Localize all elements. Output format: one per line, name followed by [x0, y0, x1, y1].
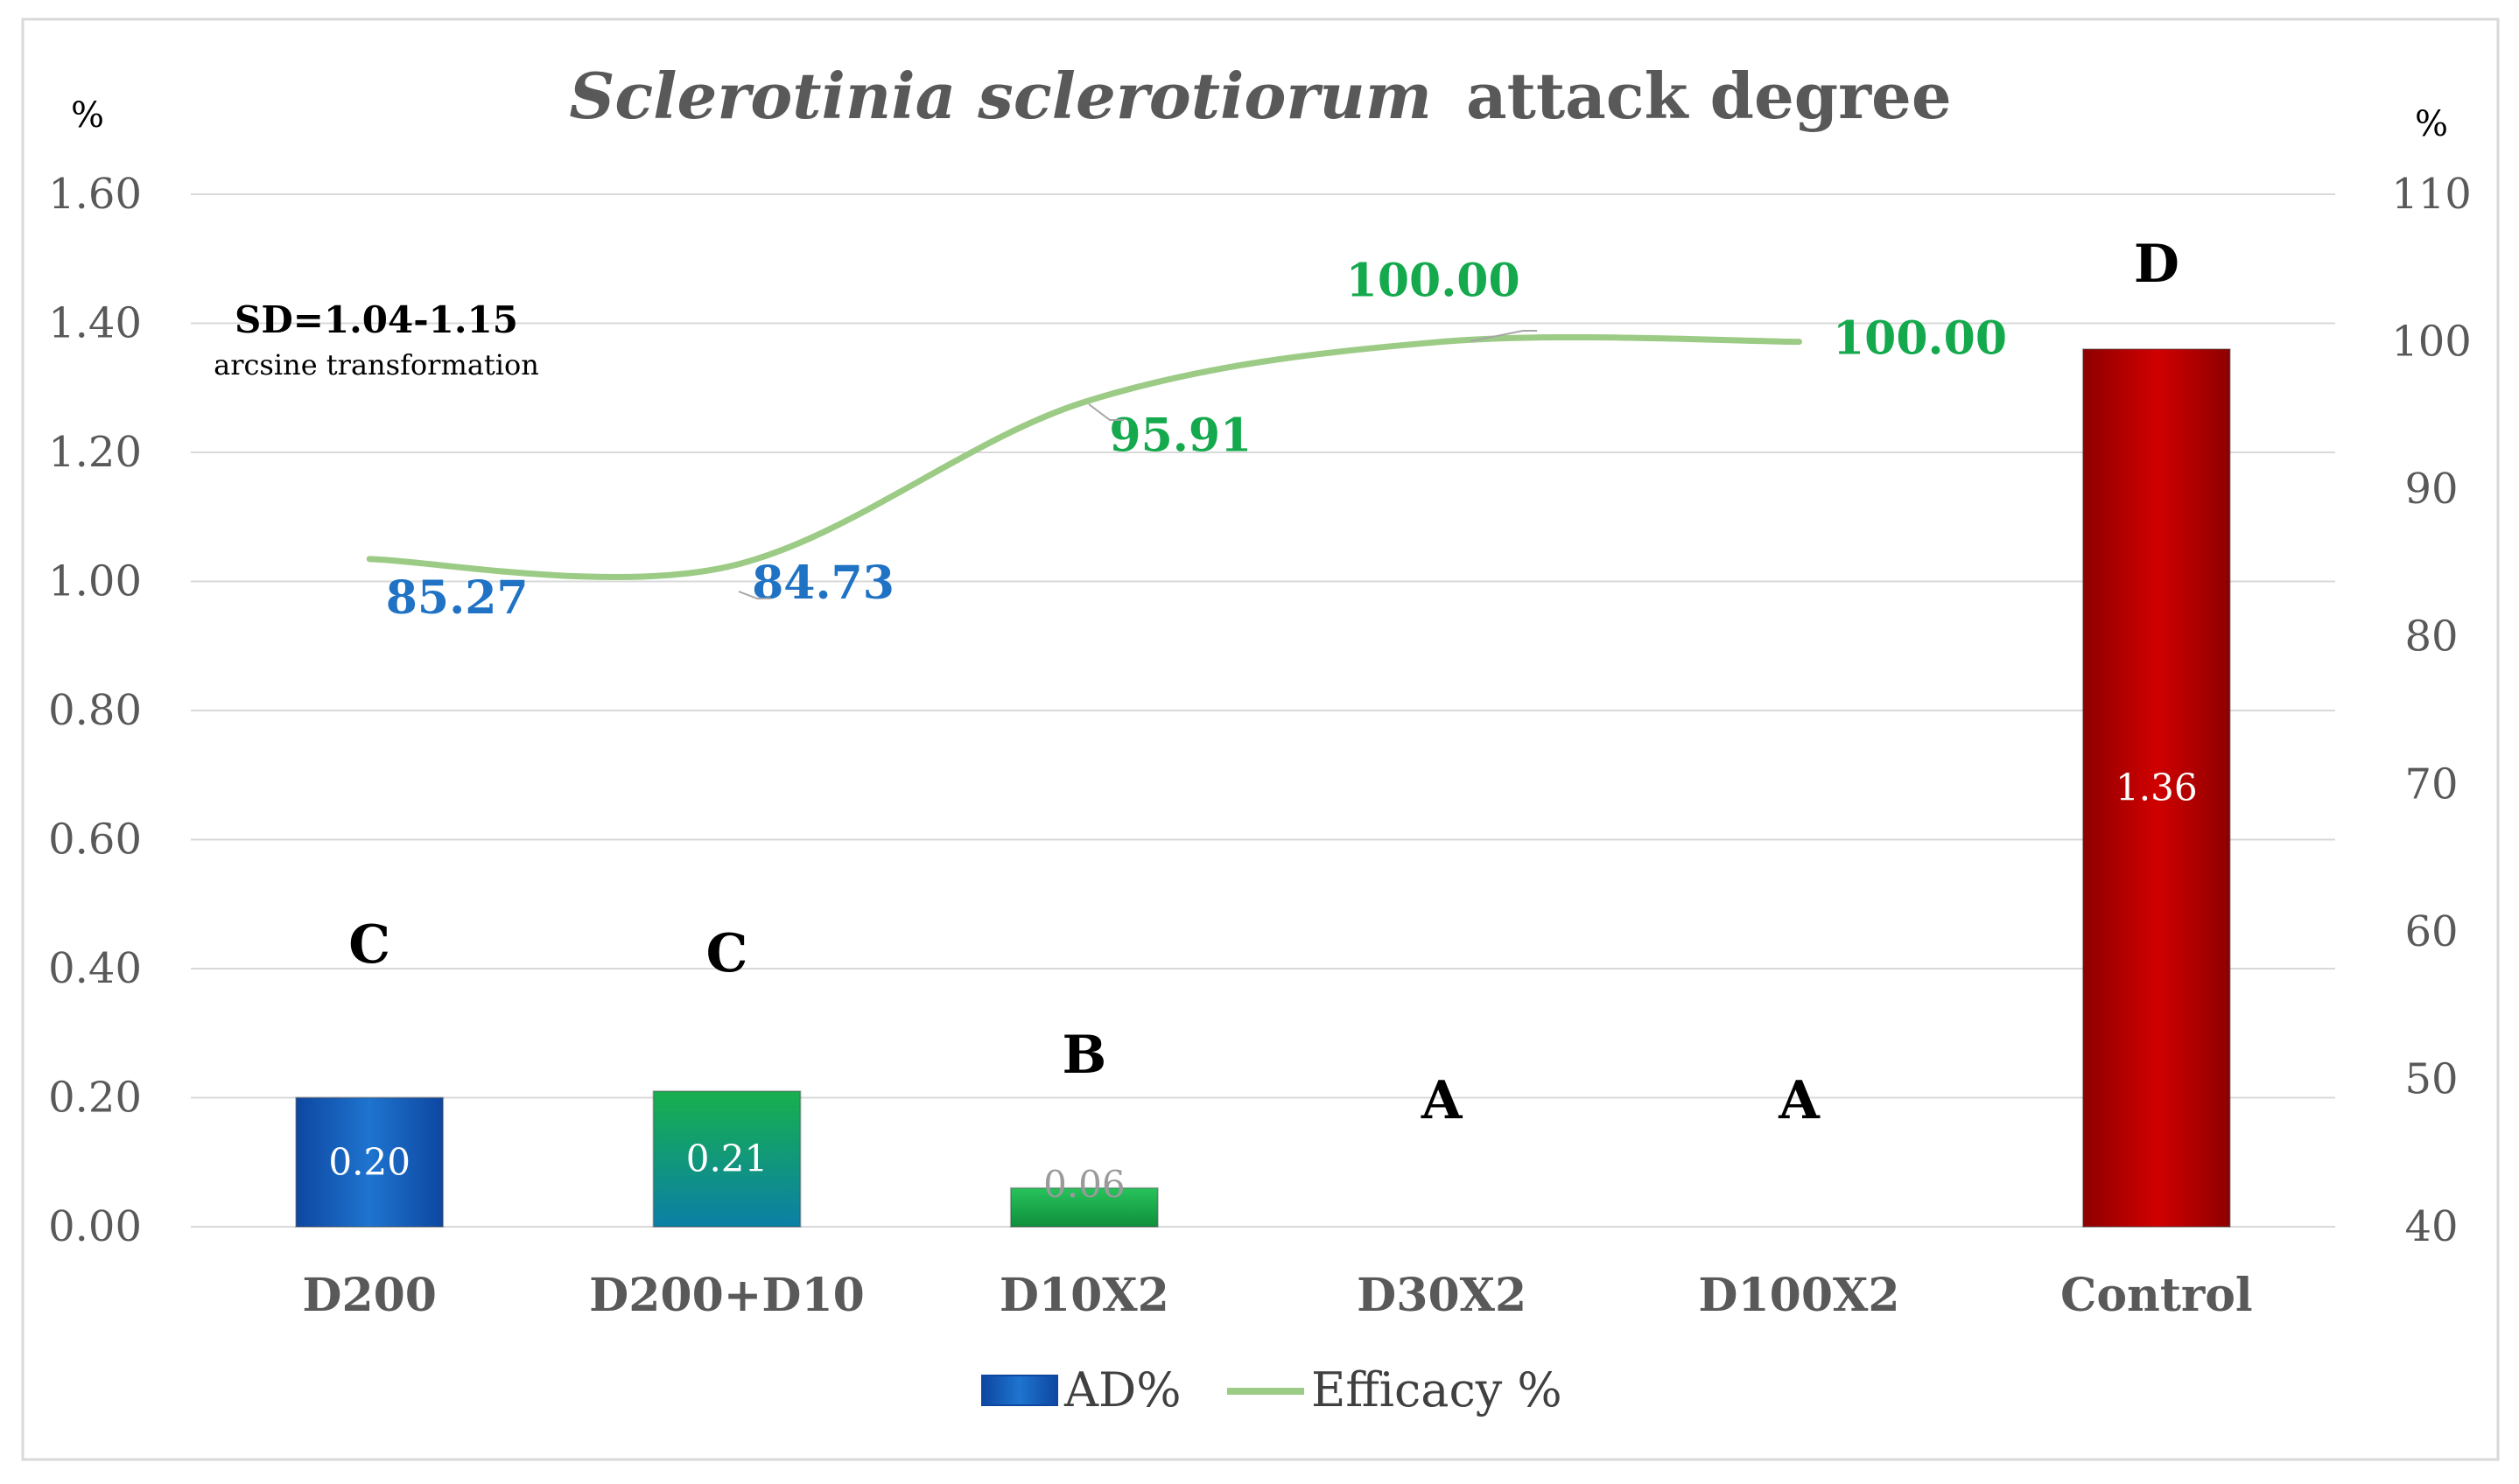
legend: AD% Efficacy %	[981, 1362, 1562, 1418]
significance-letters: C C B A A D	[348, 234, 2179, 1131]
sd-note: arcsine transformation	[214, 348, 539, 382]
ad-bar-value-label: 1.36	[2116, 766, 2198, 809]
right-tick-label: 40	[2404, 1202, 2458, 1251]
legend-swatch-ad	[981, 1375, 1058, 1406]
sd-annotation: SD=1.04-1.15	[235, 298, 518, 341]
left-tick-label: 1.60	[48, 170, 142, 219]
significance-letter: A	[1421, 1070, 1463, 1131]
efficacy-value-label: 100.00	[1833, 312, 2007, 366]
right-tick-label: 100	[2391, 318, 2472, 367]
legend-label-efficacy: Efficacy %	[1311, 1362, 1562, 1418]
chart-title-rest: attack degree	[1466, 59, 1952, 133]
right-tick-label: 50	[2404, 1054, 2458, 1103]
category-label: D30X2	[1357, 1269, 1526, 1322]
efficacy-value-label: 84.73	[752, 556, 895, 610]
category-label: D200	[302, 1269, 437, 1322]
right-axis-ticks: 40 50 60 70 80 90 100 110	[2391, 170, 2472, 1251]
efficacy-line-layer: 85.27 84.73 95.91 100.00 100.00	[366, 255, 2007, 625]
right-tick-label: 60	[2404, 907, 2458, 956]
ad-bar	[295, 1096, 445, 1228]
efficacy-value-label: 85.27	[386, 571, 529, 625]
category-labels: D200 D200+D10 D10X2 D30X2 D100X2 Control	[302, 1269, 2252, 1322]
left-tick-label: 0.20	[48, 1074, 142, 1123]
left-tick-label: 0.00	[48, 1202, 142, 1251]
left-axis-ticks: 0.00 0.20 0.40 0.60 0.80 1.00 1.20 1.40 1.60	[48, 170, 142, 1251]
significance-letter: A	[1778, 1070, 1821, 1131]
significance-letter: D	[2134, 234, 2179, 295]
significance-letter: C	[706, 923, 748, 984]
left-tick-label: 0.40	[48, 944, 142, 993]
left-tick-label: 1.20	[48, 428, 142, 477]
efficacy-leader-line	[1088, 403, 1124, 421]
left-tick-label: 1.00	[48, 557, 142, 606]
right-tick-label: 80	[2404, 612, 2458, 662]
ad-bar	[652, 1090, 802, 1228]
chart-title-italic: Sclerotinia sclerotiorum	[569, 59, 1432, 133]
gridlines	[191, 193, 2335, 1228]
ad-bar-value-label: 0.21	[686, 1138, 768, 1180]
ad-bar-value-label: 0.06	[1043, 1163, 1126, 1206]
category-label: D100X2	[1698, 1269, 1899, 1322]
chart-title: Sclerotinia sclerotiorum attack degree	[569, 59, 1951, 133]
legend-label-ad: AD%	[1063, 1362, 1182, 1418]
ad-bars: 0.20 0.21 0.06 1.36	[295, 348, 2231, 1228]
left-tick-label: 1.40	[48, 299, 142, 348]
left-tick-label: 0.60	[48, 816, 142, 864]
right-axis-unit: %	[2415, 104, 2448, 144]
efficacy-line	[366, 333, 1802, 581]
efficacy-leader-line	[1470, 330, 1537, 342]
category-label: Control	[2060, 1269, 2253, 1322]
left-axis-unit: %	[71, 95, 104, 136]
right-tick-label: 90	[2404, 465, 2458, 514]
left-tick-label: 0.80	[48, 686, 142, 735]
significance-letter: C	[348, 914, 390, 976]
efficacy-value-label: 95.91	[1109, 410, 1252, 463]
efficacy-leader-line	[738, 591, 771, 599]
right-tick-label: 110	[2391, 170, 2472, 219]
efficacy-value-label: 100.00	[1346, 255, 1520, 308]
category-label: D10X2	[1000, 1269, 1169, 1322]
significance-letter: B	[1062, 1025, 1106, 1086]
ad-bar	[1009, 1186, 1159, 1228]
right-tick-label: 70	[2404, 760, 2458, 808]
ad-bar	[2081, 348, 2231, 1228]
ad-bar-value-label: 0.20	[328, 1140, 410, 1183]
category-label: D200+D10	[589, 1269, 865, 1322]
